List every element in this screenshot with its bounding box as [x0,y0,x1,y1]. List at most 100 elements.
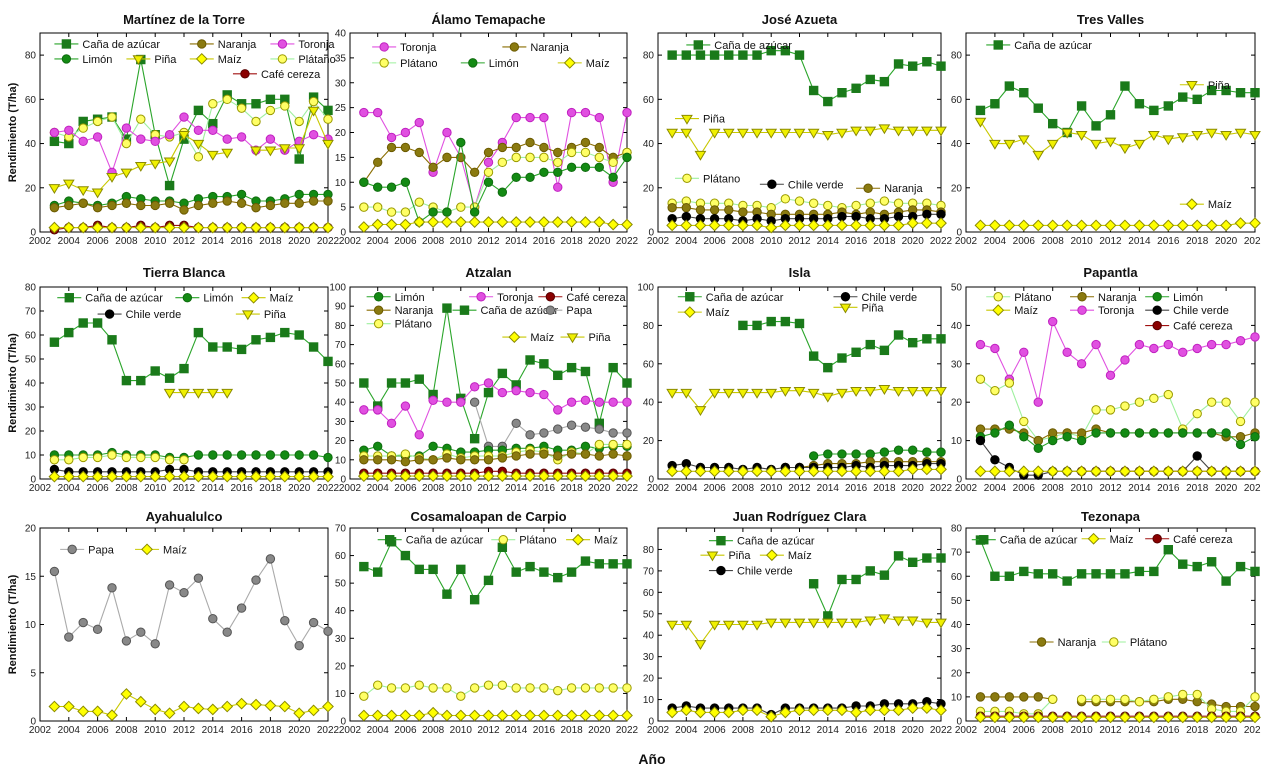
panel-title: Álamo Temapache [432,12,546,27]
data-point [483,575,494,586]
data-point [594,397,604,407]
data-point [779,618,792,629]
x-tick-label: 2014 [505,483,528,494]
x-tick-label: 2014 [1128,483,1151,494]
data-point [893,551,904,561]
legend-entry: Limón [1145,292,1203,304]
legend-marker [373,318,384,329]
data-point [78,136,88,147]
data-point [1004,692,1015,702]
data-point [608,362,618,373]
y-tick-label: 60 [643,95,655,106]
legend-entry: Caña de azúcar [971,535,1078,547]
x-tick-label: 2006 [703,483,726,494]
x-tick-label: 2022 [1244,725,1261,736]
data-point [386,207,397,217]
data-point [179,587,189,598]
data-point [935,386,947,397]
data-point [1192,94,1202,105]
y-axis-label: Rendimiento (T/ha) [7,333,19,433]
data-point [1105,405,1116,415]
data-point [524,216,536,228]
data-point [413,216,426,228]
data-point [49,127,60,138]
y-tick-label: 20 [643,436,655,447]
x-tick-label: 2018 [259,483,282,494]
data-point [807,704,820,717]
data-point [192,139,205,150]
data-point [553,424,563,434]
legend-entry: Plátano [366,318,432,331]
data-point [1235,439,1246,450]
data-point [359,107,369,118]
x-tick-label: 2008 [115,483,138,494]
x-tick-label: 2022 [317,236,340,247]
data-point [92,318,103,328]
x-tick-label: 2010 [760,483,783,494]
data-point [62,221,75,234]
legend-label: Café cereza [261,69,321,81]
data-point [49,566,60,577]
data-point [293,470,306,483]
legend-entry: Maíz [135,543,187,556]
data-point [456,564,466,575]
data-point [793,128,806,139]
data-point [808,85,819,96]
legend-marker [706,551,719,562]
data-point [1046,219,1059,232]
data-point [793,618,806,629]
legend-label: Maíz [788,550,812,562]
data-point [539,449,549,459]
data-point [794,50,805,60]
data-point [1048,694,1058,704]
data-point [1003,711,1016,724]
legend-marker [459,305,470,315]
data-point [990,455,1000,465]
data-point [680,219,693,232]
data-point [737,388,749,399]
data-point [206,221,219,234]
data-point [1075,131,1088,141]
data-point [77,470,90,483]
data-point [906,463,919,476]
x-tick-label: 2012 [1099,236,1122,247]
data-point [565,470,578,483]
data-point [293,707,306,720]
data-point [525,387,535,398]
data-point [1090,711,1102,724]
data-point [278,470,291,483]
data-point [399,218,412,231]
legend-marker [765,549,778,562]
legend-marker [563,56,576,69]
panel-title: Ayahualulco [146,509,223,524]
y-tick-label: 70 [25,307,37,318]
y-tick-label: 50 [951,283,963,294]
x-tick-label: 2014 [817,236,840,247]
data-point [594,424,604,434]
data-point [359,561,369,572]
data-point [359,405,369,415]
x-tick-label: 2008 [115,236,138,247]
series-maiz [48,470,334,483]
data-point [206,150,219,161]
legend-marker [61,54,72,64]
data-point [525,561,535,572]
legend-marker [508,331,521,343]
y-axis-label: Rendimiento (T/ha) [7,82,19,182]
x-tick-label: 2006 [86,483,109,494]
data-point [265,450,276,460]
data-point [794,196,805,206]
series-line [813,449,941,457]
data-point [400,127,411,138]
data-point [865,198,875,208]
data-point [323,626,333,636]
legend-entry: Limón [54,54,112,66]
legend-marker [1077,292,1087,302]
legend-marker [767,179,777,189]
data-point [1119,711,1131,724]
x-axis-label: Año [638,751,665,767]
data-point [206,703,219,716]
x-tick-label: 2010 [760,236,783,247]
data-point [593,216,606,228]
data-point [454,216,467,228]
